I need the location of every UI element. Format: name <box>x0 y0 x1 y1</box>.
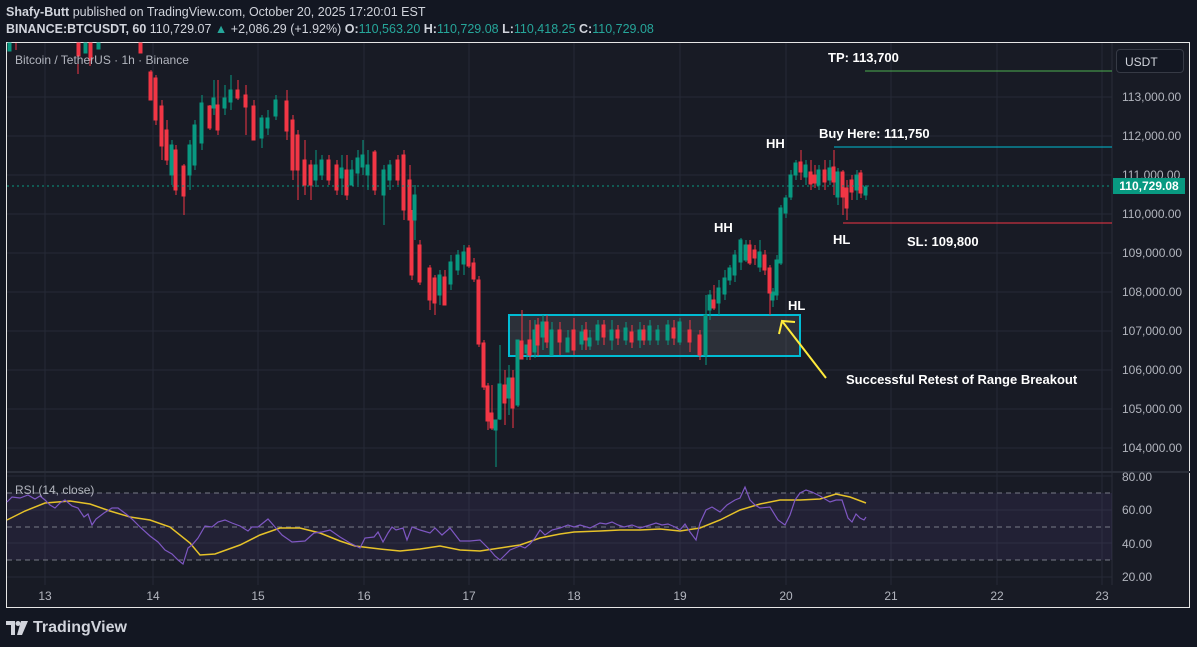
time-tick: 13 <box>38 589 52 603</box>
rsi-line <box>6 485 867 566</box>
current-price-tag: 110,729.08 <box>1113 178 1185 194</box>
buy-label[interactable]: Buy Here: 111,750 <box>819 126 930 141</box>
price-tick: 104,000.00 <box>1122 441 1183 455</box>
hl-lower-label[interactable]: HL <box>788 298 806 313</box>
time-tick: 21 <box>884 589 898 603</box>
price-tick: 107,000.00 <box>1122 324 1183 338</box>
retest-annotation[interactable]: Successful Retest of Range Breakout <box>846 372 1078 387</box>
tradingview-logo[interactable]: TradingView <box>6 619 127 637</box>
rsi-tick: 80.00 <box>1122 470 1153 484</box>
retest-arrow-icon[interactable] <box>778 319 827 379</box>
price-grid <box>7 96 1112 578</box>
price-tick: 108,000.00 <box>1122 285 1183 299</box>
hl-upper-label[interactable]: HL <box>833 232 851 247</box>
time-tick: 16 <box>357 589 371 603</box>
price-tick: 112,000.00 <box>1122 129 1182 143</box>
time-tick: 22 <box>990 589 1004 603</box>
rsi-ma-line <box>6 493 867 556</box>
time-tick: 23 <box>1095 589 1109 603</box>
last-price: 110,729.07 <box>149 22 212 36</box>
price-change: +2,086.29 (+1.92%) <box>230 22 342 36</box>
rsi-tick: 40.00 <box>1122 537 1153 551</box>
price-tick: 106,000.00 <box>1122 363 1183 377</box>
time-tick: 14 <box>146 589 160 603</box>
symbol-name: BINANCE:BTCUSDT, 60 <box>6 22 147 36</box>
currency-button[interactable]: USDT <box>1116 49 1184 73</box>
price-tick: 113,000.00 <box>1122 90 1182 104</box>
open-label: O: <box>344 22 359 36</box>
price-tick: 109,000.00 <box>1122 246 1183 260</box>
low-value: 110,418.25 <box>513 22 576 36</box>
price-tick: 110,000.00 <box>1122 207 1182 221</box>
time-tick: 15 <box>251 589 265 603</box>
brand-name: TradingView <box>33 619 127 636</box>
tp-label[interactable]: TP: 113,700 <box>828 50 899 65</box>
hh-lower-label[interactable]: HH <box>714 220 733 235</box>
close-value: 110,729.08 <box>592 22 654 36</box>
sl-label[interactable]: SL: 109,800 <box>907 234 979 249</box>
author-name[interactable]: Shafy-Butt <box>6 5 70 19</box>
candles <box>7 42 868 467</box>
rsi-band-lines <box>7 492 1112 561</box>
hh-upper-label[interactable]: HH <box>766 136 785 151</box>
low-label: L: <box>502 22 514 36</box>
time-tick: 20 <box>779 589 793 603</box>
tradingview-logo-icon <box>6 621 28 635</box>
time-tick: 19 <box>673 589 687 603</box>
open-value: 110,563.20 <box>358 22 421 36</box>
time-tick: 18 <box>567 589 581 603</box>
time-tick: 17 <box>462 589 476 603</box>
close-label: C: <box>579 22 593 36</box>
triangle-up-icon: ▲ <box>214 22 228 36</box>
rsi-tick: 20.00 <box>1122 570 1153 584</box>
high-value: 110,729.08 <box>436 22 499 36</box>
price-tick: 105,000.00 <box>1122 402 1183 416</box>
symbol-info-bar: BINANCE:BTCUSDT, 60 110,729.07 ▲ +2,086.… <box>6 22 654 36</box>
publish-info: Shafy-Butt published on TradingView.com,… <box>6 5 425 19</box>
rsi-tick: 60.00 <box>1122 503 1153 517</box>
published-text: published on TradingView.com, October 20… <box>72 5 426 19</box>
rsi-legend[interactable]: RSI (14, close) <box>15 483 95 497</box>
high-label: H: <box>423 22 437 36</box>
chart-legend[interactable]: Bitcoin / TetherUS · 1h · Binance <box>15 53 189 67</box>
